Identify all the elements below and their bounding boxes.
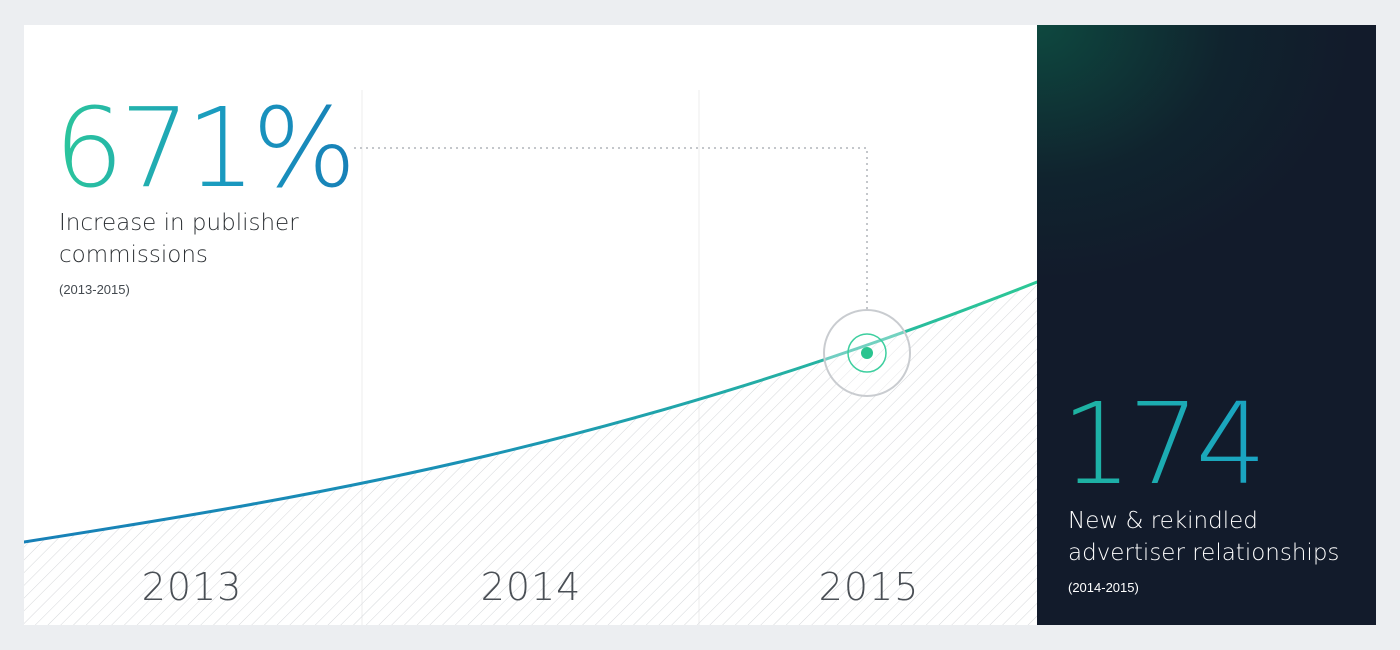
growth-chart: [24, 90, 1037, 625]
advertiser-relationships-caption: New & rekindled advertiser relationships: [1068, 508, 1340, 566]
area-fill: [24, 282, 1037, 625]
publisher-commission-range: (2013-2015): [59, 282, 130, 297]
publisher-commission-stat: 671%: [54, 84, 356, 212]
x-tick-label: 2015: [818, 565, 920, 609]
highlight-ring-inner: [847, 333, 887, 373]
connector-line: [354, 147, 868, 309]
advertiser-relationships-stat: 174: [1061, 380, 1267, 510]
data-point-2015: [861, 347, 873, 359]
x-tick-label: 2014: [480, 565, 582, 609]
series-line: [24, 280, 1037, 544]
chart-card: 671% Increase in publisher commissions (…: [24, 25, 1037, 625]
publisher-commission-caption: Increase in publisher commissions: [59, 210, 299, 268]
x-tick-label: 2013: [141, 565, 243, 609]
advertiser-relationships-range: (2014-2015): [1068, 580, 1139, 595]
advertiser-panel: 174 New & rekindled advertiser relations…: [1037, 25, 1376, 625]
